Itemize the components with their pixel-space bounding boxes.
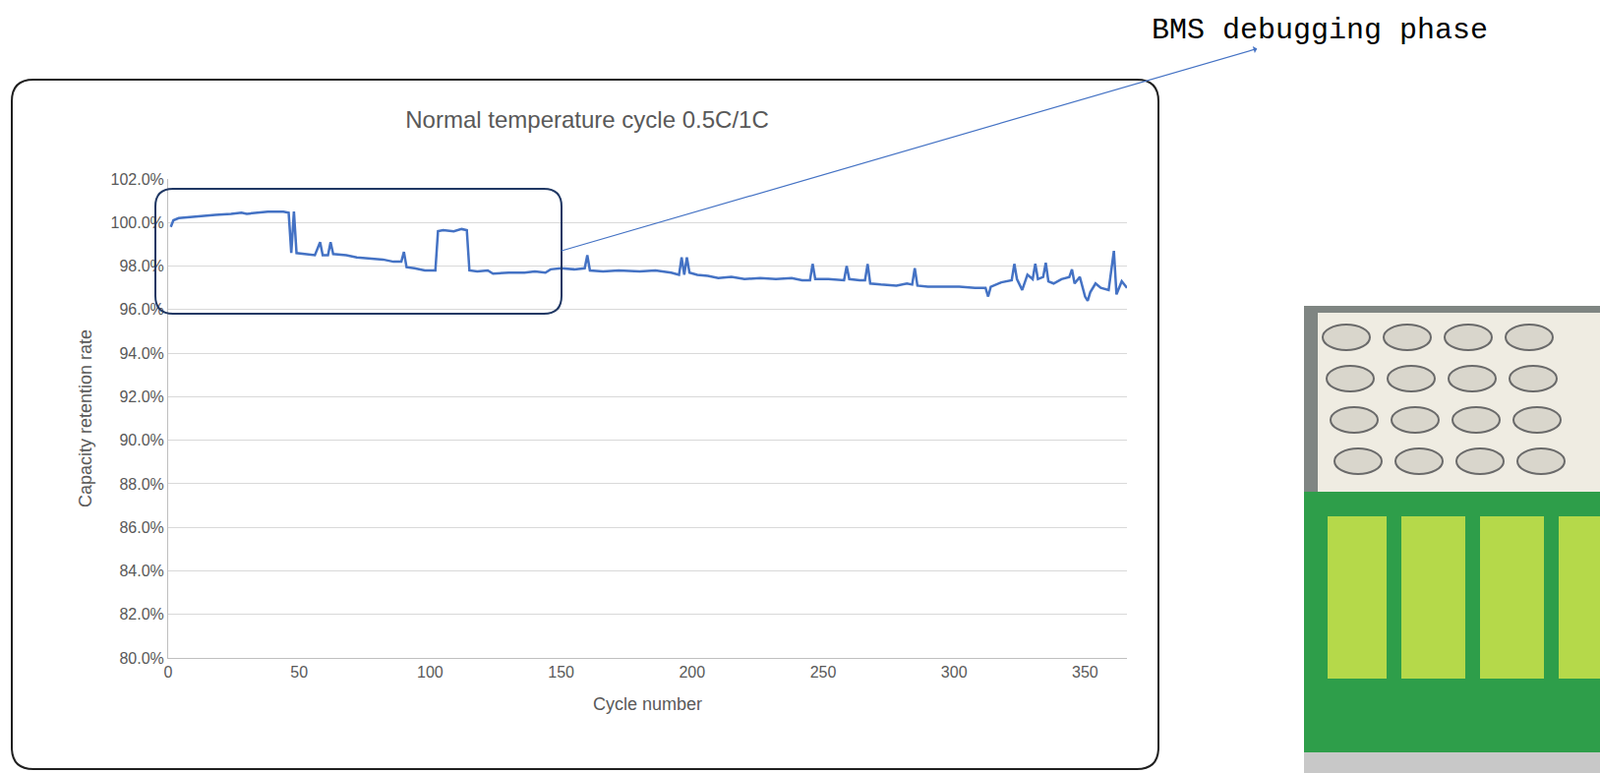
- svg-text:90.0%: 90.0%: [118, 431, 164, 449]
- svg-text:150: 150: [547, 663, 575, 681]
- svg-text:80.0%: 80.0%: [118, 650, 164, 667]
- svg-text:Normal temperature cycle 0.5C/: Normal temperature cycle 0.5C/1C: [405, 106, 769, 133]
- svg-text:50: 50: [290, 663, 308, 681]
- svg-text:88.0%: 88.0%: [118, 475, 164, 493]
- svg-text:86.0%: 86.0%: [118, 519, 164, 536]
- svg-text:96.0%: 96.0%: [118, 300, 164, 318]
- svg-text:250: 250: [810, 663, 837, 681]
- svg-text:200: 200: [678, 663, 706, 681]
- svg-text:84.0%: 84.0%: [118, 562, 164, 580]
- svg-text:94.0%: 94.0%: [118, 345, 164, 362]
- svg-text:Cycle number: Cycle number: [592, 694, 703, 714]
- svg-text:Capacity retention rate: Capacity retention rate: [75, 329, 96, 508]
- svg-text:100: 100: [416, 663, 444, 681]
- svg-text:350: 350: [1071, 663, 1099, 681]
- svg-text:98.0%: 98.0%: [118, 257, 164, 275]
- svg-text:100.0%: 100.0%: [111, 214, 165, 232]
- svg-text:102.0%: 102.0%: [111, 171, 165, 188]
- svg-text:0: 0: [164, 663, 174, 681]
- svg-text:300: 300: [941, 663, 968, 681]
- svg-text:BMS debugging phase: BMS debugging phase: [1151, 13, 1488, 48]
- svg-text:92.0%: 92.0%: [118, 388, 164, 406]
- svg-text:82.0%: 82.0%: [118, 605, 164, 623]
